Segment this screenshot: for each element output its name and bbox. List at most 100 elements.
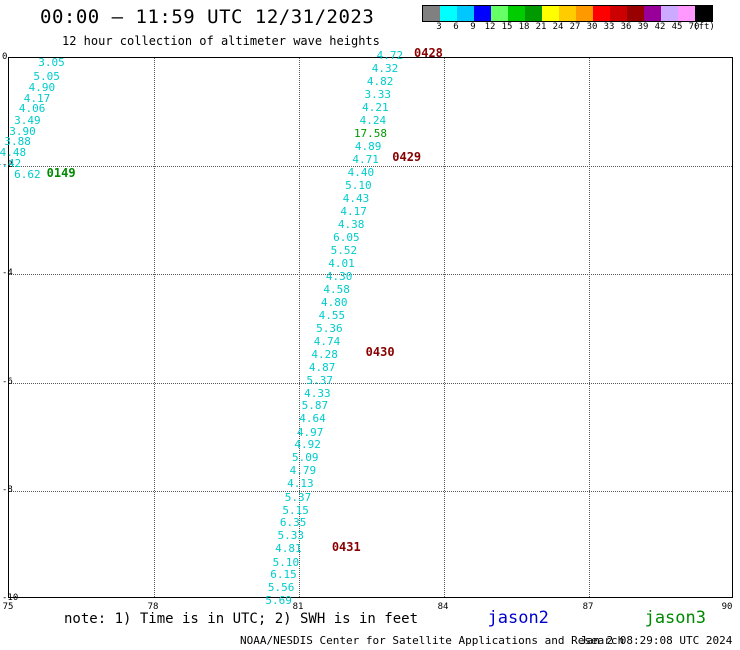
colorbar-swatch: [542, 6, 559, 21]
wave-height-value: 4.87: [308, 361, 336, 375]
wave-height-value: 4.82: [366, 74, 394, 88]
colorbar-label: 33: [603, 22, 615, 32]
wave-height-value: 4.38: [337, 217, 365, 231]
colorbar-label: 45: [671, 22, 683, 32]
wave-height-value: 4.32: [371, 61, 399, 75]
latitude-tick-label: 0: [2, 52, 8, 62]
longitude-gridline: [589, 58, 590, 597]
map-plot-area: [8, 57, 733, 598]
wave-height-value: 5.37: [284, 490, 312, 504]
latitude-tick-label: -10: [2, 593, 19, 603]
colorbar-label: 39: [637, 22, 649, 32]
wave-height-value: 4.90: [28, 80, 56, 94]
colorbar-label: 70: [688, 22, 700, 32]
pass-time-label: 0431: [331, 539, 361, 554]
colorbar-label: 3: [436, 22, 442, 32]
wave-height-value: 4.58: [323, 282, 350, 296]
longitude-tick-label: 84: [437, 602, 449, 612]
latitude-tick-label: -6: [2, 376, 13, 387]
wave-height-value: 4.43: [342, 191, 370, 205]
footer-note: note: 1) Time is in UTC; 2) SWH is in fe…: [64, 611, 419, 627]
colorbar-label: 30: [586, 22, 598, 32]
colorbar-swatch: [423, 6, 440, 21]
wave-height-value: 4.92: [294, 438, 321, 452]
wave-height-value: 4.17: [340, 204, 367, 218]
longitude-tick-label: 75: [2, 602, 14, 612]
wave-height-value: 4.48: [0, 146, 27, 160]
pass-time-label: 0430: [365, 344, 395, 359]
wave-height-value: 4.97: [296, 425, 324, 439]
colorbar-label: 42: [654, 22, 666, 32]
wave-height-value: 6.05: [333, 230, 360, 244]
wave-height-value: 4.28: [311, 347, 338, 361]
mission-legend-jason3: jason3: [644, 608, 706, 628]
longitude-tick-label: 90: [721, 602, 733, 612]
wave-height-value: 3.05: [38, 56, 65, 70]
latitude-gridline: [9, 382, 732, 384]
wave-height-value: 4.13: [287, 477, 314, 491]
wave-height-value: 3.90: [9, 124, 36, 138]
wave-height-value: 5.36: [316, 321, 343, 335]
wave-height-value: 5.10: [345, 178, 372, 192]
colorbar-swatch: [695, 6, 712, 21]
wave-height-value: 4.24: [359, 113, 387, 127]
pass-time-label: 0429: [392, 149, 422, 164]
longitude-gridline: [154, 58, 155, 597]
latitude-tick-label: -4: [2, 268, 13, 279]
colorbar-label: 6: [453, 22, 459, 32]
colorbar-swatch: [627, 6, 644, 21]
wave-height-value: 4.06: [18, 102, 46, 116]
wave-height-value: 6.62: [14, 168, 41, 182]
pass-time-label: 0149: [46, 165, 76, 180]
latitude-gridline: [9, 166, 732, 168]
colorbar-label: 36: [620, 22, 632, 32]
wave-height-value: 3.33: [364, 87, 392, 101]
wave-height-value: 4.89: [354, 139, 382, 153]
wave-height-value: 5.69: [265, 593, 292, 607]
wave-height-value: 6.15: [270, 568, 297, 582]
wave-height-value: 4.33: [304, 386, 331, 400]
wave-height-value: 5.37: [306, 373, 334, 387]
mission-legend-jason2: jason2: [487, 608, 549, 628]
colorbar-label: 24: [552, 22, 564, 32]
colorbar-swatch: [610, 6, 627, 21]
wave-height-value: 3.88: [4, 135, 31, 149]
wave-height-value: 4.71: [352, 152, 379, 166]
latitude-tick-label: -2: [2, 160, 13, 171]
wave-height-value: 5.33: [277, 529, 305, 543]
wave-height-value: 5.87: [301, 399, 329, 413]
longitude-tick-label: 87: [582, 602, 594, 612]
colorbar-label: 18: [518, 22, 530, 32]
wave-height-value: 4.17: [23, 91, 51, 105]
colorbar-swatch: [457, 6, 474, 21]
credit-line: NOAA/NESDIS Center for Satellite Applica…: [240, 634, 625, 647]
longitude-tick-label: 78: [147, 602, 159, 612]
colorbar-swatch: [678, 6, 695, 21]
wave-height-value: 5.15: [282, 503, 309, 517]
colorbar-swatch: [491, 6, 508, 21]
latitude-gridline: [9, 490, 732, 492]
page-title: 00:00 – 11:59 UTC 12/31/2023: [40, 6, 375, 28]
wave-height-value: 5.56: [267, 581, 295, 595]
wave-height-value: 4.30: [325, 269, 353, 283]
wave-height-value: 4.40: [347, 165, 375, 179]
latitude-gridline: [9, 274, 732, 276]
colorbar-label: (ft): [693, 22, 715, 32]
page-subtitle: 12 hour collection of altimeter wave hei…: [62, 34, 380, 48]
wave-height-value: 4.81: [275, 542, 302, 556]
generation-timestamp: Jan 2 08:29:08 UTC 2024: [580, 634, 733, 647]
wave-height-value: 4.74: [313, 335, 341, 349]
wave-height-value: 4.01: [328, 256, 355, 270]
colorbar-swatch: [593, 6, 610, 21]
pass-time-label: 0428: [414, 46, 443, 61]
wave-height-value: 4.79: [289, 464, 317, 478]
colorbar-labels: 3 6 9 12 15 18 21 24 27 30 33 36 39 42 45 70 (ft): [422, 22, 740, 34]
colorbar-label: 15: [501, 22, 513, 32]
colorbar-label: 21: [535, 22, 547, 32]
colorbar-swatch: [661, 6, 678, 21]
wave-height-value: 6.35: [279, 516, 307, 530]
longitude-gridline: [299, 58, 300, 597]
wave-height-value: 4.55: [318, 308, 346, 322]
wave-height-value: 4.80: [321, 296, 348, 310]
